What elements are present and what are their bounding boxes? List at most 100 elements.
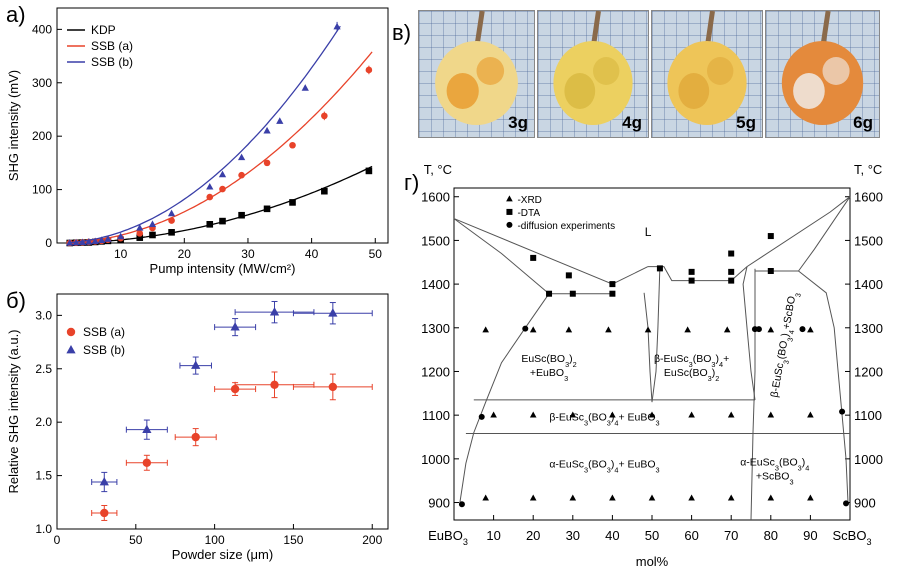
y-axis-label: Relative SHG intensity (a.u.)	[6, 329, 21, 493]
legend-marker	[66, 327, 76, 337]
region-label: EuSc(BO3)2	[664, 367, 719, 383]
y-axis-label: SHG intensity (mV)	[6, 70, 21, 181]
y-tick-label-right: 1500	[854, 233, 883, 248]
data-point	[117, 232, 125, 240]
dta-point	[728, 268, 735, 275]
panel-label-c: в)	[392, 20, 412, 45]
data-point	[230, 384, 240, 394]
dta-point	[565, 272, 572, 279]
data-point	[104, 235, 112, 242]
xrd-point	[529, 411, 537, 418]
xrd-point	[807, 326, 814, 333]
y-tick-label-left: 1600	[421, 190, 450, 205]
xrd-point	[482, 494, 489, 501]
y-tick-label: 1.0	[35, 522, 52, 536]
legend-label: SSB (b)	[83, 343, 125, 357]
phase-boundary	[798, 196, 851, 272]
legend-marker	[66, 344, 76, 354]
dta-point	[728, 250, 735, 257]
data-point	[263, 159, 271, 167]
y-tick-label-left: 1400	[421, 277, 450, 292]
phase-boundary	[750, 268, 756, 521]
data-point	[206, 193, 214, 201]
data-point	[219, 185, 226, 193]
region-label: +EuBO3	[530, 367, 568, 383]
phase-boundary	[648, 196, 851, 282]
x-end-label-left: EuBO3	[428, 528, 468, 547]
x-tick-label: 50	[645, 528, 659, 543]
data-point	[365, 167, 373, 175]
y-axis-label-right: T, °C	[854, 162, 882, 177]
y-axis-label-left: T, °C	[424, 162, 452, 177]
xrd-point	[609, 494, 616, 501]
x-tick-label: 50	[369, 247, 383, 261]
legend-marker	[506, 208, 513, 215]
x-tick-label: 200	[362, 533, 382, 547]
dta-point	[546, 290, 553, 297]
fit-curve	[69, 51, 373, 244]
xrd-point	[684, 326, 691, 333]
data-point	[263, 205, 271, 213]
dta-point	[688, 268, 695, 275]
crystal-photo: 3g	[418, 10, 535, 138]
diffusion-point	[755, 326, 762, 333]
crystal-photo-label: 5g	[736, 113, 756, 132]
y-tick-label: 200	[32, 129, 52, 143]
diffusion-point	[799, 326, 806, 333]
data-point	[230, 322, 240, 331]
phase-boundary	[459, 293, 550, 503]
y-tick-label-right: 1400	[854, 277, 883, 292]
xrd-point	[565, 326, 573, 333]
data-point	[78, 238, 87, 246]
phase-boundary	[651, 266, 661, 403]
liquid-region-label: L	[645, 225, 652, 239]
crystal-drawing	[553, 11, 633, 125]
dta-point	[609, 281, 616, 288]
x-tick-label: 60	[684, 528, 698, 543]
data-point	[333, 22, 341, 30]
y-tick-label: 3.0	[35, 308, 52, 322]
region-label: +ScBO3	[756, 470, 794, 486]
x-axis-label: mol%	[636, 554, 669, 569]
y-tick-label: 0	[45, 236, 52, 250]
y-tick-label-right: 900	[854, 496, 876, 511]
data-point	[321, 187, 328, 195]
legend-label: SSB (b)	[91, 55, 133, 69]
x-tick-label: 0	[54, 533, 61, 547]
legend-label: -DTA	[517, 208, 540, 219]
x-tick-label: 40	[305, 247, 319, 261]
y-tick-label-left: 1200	[421, 364, 450, 379]
data-point	[263, 126, 271, 134]
legend-marker	[506, 221, 513, 228]
dta-point	[767, 268, 774, 274]
x-tick-label: 40	[605, 528, 619, 543]
data-point	[168, 217, 175, 224]
shg-vs-size-chart: 0 50 100 150 200 1.0 1.5 2.0 2.5 3.0 Powder size (…	[6, 293, 389, 562]
dta-point	[728, 277, 735, 284]
crystal-drawing	[781, 11, 864, 125]
dta-point	[767, 233, 774, 240]
xrd-point	[727, 494, 735, 501]
phase-boundary	[643, 292, 653, 403]
dta-point	[688, 277, 695, 284]
x-tick-label: 80	[764, 528, 778, 543]
y-tick-label-right: 1100	[854, 408, 882, 423]
xrd-point	[648, 494, 656, 501]
plot-frame	[56, 7, 389, 244]
legend-label: KDP	[91, 23, 116, 37]
data-point	[167, 209, 176, 217]
data-point	[191, 360, 201, 369]
xrd-point	[727, 411, 735, 418]
region-label: β-EuSc3(BO3)4+	[654, 353, 729, 369]
xrd-point	[723, 326, 731, 333]
x-end-label-right: ScBO3	[832, 528, 871, 547]
crystal-photo-label: 6g	[853, 113, 873, 132]
diffusion-point	[839, 408, 846, 415]
crystal-photo: 6g	[765, 10, 880, 138]
dta-point	[609, 290, 616, 297]
diffusion-point	[458, 501, 465, 508]
xrd-point	[807, 411, 814, 418]
legend-label: SSB (a)	[83, 325, 125, 339]
xrd-point	[605, 326, 612, 333]
y-tick-label-left: 1500	[421, 233, 450, 248]
